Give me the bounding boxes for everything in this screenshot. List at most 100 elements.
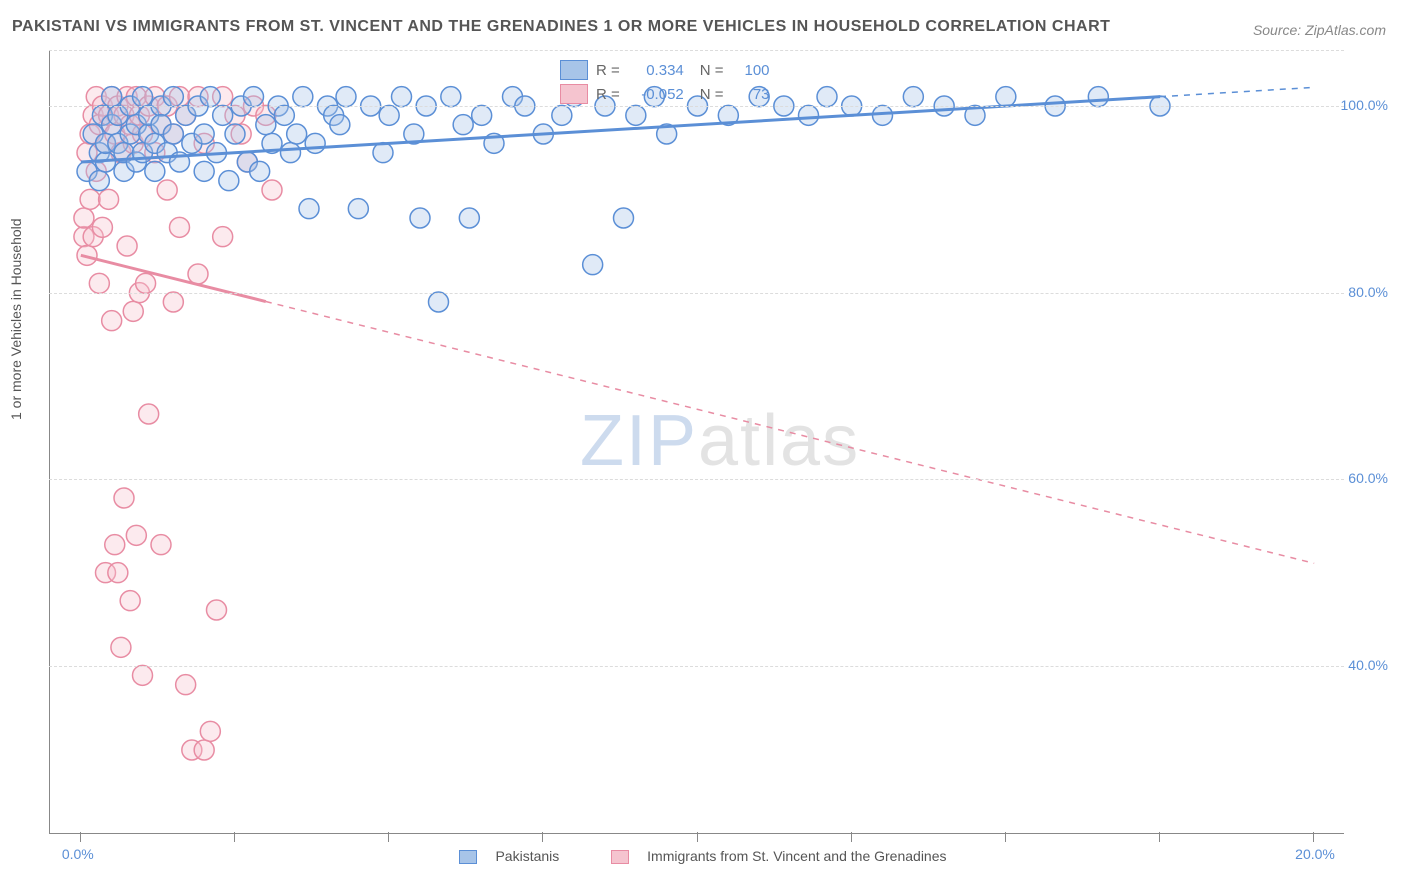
data-point <box>163 87 183 107</box>
data-point <box>225 124 245 144</box>
r-label: R = <box>596 86 620 103</box>
x-tick <box>1005 832 1006 842</box>
data-point <box>120 591 140 611</box>
data-point <box>139 404 159 424</box>
data-point <box>305 133 325 153</box>
data-point <box>108 563 128 583</box>
data-point <box>293 87 313 107</box>
r-label: R = <box>596 62 620 79</box>
trend-line-extrapolated <box>266 302 1314 564</box>
data-point <box>151 535 171 555</box>
data-point <box>626 105 646 125</box>
chart-title: PAKISTANI VS IMMIGRANTS FROM ST. VINCENT… <box>12 18 1110 36</box>
data-point <box>92 217 112 237</box>
data-point <box>583 255 603 275</box>
y-tick-label: 100.0% <box>1341 97 1388 113</box>
data-point <box>552 105 572 125</box>
data-point <box>188 264 208 284</box>
data-point <box>256 115 276 135</box>
data-point <box>429 292 449 312</box>
data-point <box>136 273 156 293</box>
data-point <box>102 311 122 331</box>
data-point <box>392 87 412 107</box>
legend-row-svg: R = -0.052 N = 73 <box>560 82 770 106</box>
data-point <box>614 208 634 228</box>
data-point <box>111 637 131 657</box>
legend-item-pakistanis: Pakistanis <box>447 848 575 864</box>
data-point <box>441 87 461 107</box>
data-point <box>74 208 94 228</box>
data-point <box>163 292 183 312</box>
data-point <box>379 105 399 125</box>
legend-swatch-pakistanis <box>560 60 588 80</box>
gridline <box>49 293 1344 294</box>
data-point <box>299 199 319 219</box>
gridline <box>49 666 1344 667</box>
data-point <box>817 87 837 107</box>
data-point <box>194 740 214 760</box>
data-point <box>123 301 143 321</box>
data-point <box>176 675 196 695</box>
data-point <box>194 161 214 181</box>
x-tick <box>80 832 81 842</box>
data-point <box>459 208 479 228</box>
data-point <box>157 180 177 200</box>
n-label: N = <box>700 62 724 79</box>
data-point <box>287 124 307 144</box>
data-point <box>89 273 109 293</box>
data-point <box>336 87 356 107</box>
correlation-legend: R = 0.334 N = 100 R = -0.052 N = 73 <box>560 58 770 106</box>
data-point <box>170 217 190 237</box>
data-point <box>89 171 109 191</box>
data-point <box>213 227 233 247</box>
r-value-pakistanis: 0.334 <box>624 62 684 79</box>
data-point <box>105 535 125 555</box>
data-point <box>330 115 350 135</box>
data-point <box>348 199 368 219</box>
data-point <box>262 180 282 200</box>
data-point <box>114 488 134 508</box>
data-point <box>207 600 227 620</box>
data-point <box>126 525 146 545</box>
y-tick-label: 80.0% <box>1348 284 1388 300</box>
data-point <box>453 115 473 135</box>
data-point <box>244 87 264 107</box>
data-point <box>996 87 1016 107</box>
source-label: Source: ZipAtlas.com <box>1253 22 1386 38</box>
data-point <box>250 161 270 181</box>
legend-swatch-svg <box>560 84 588 104</box>
x-tick <box>388 832 389 842</box>
x-tick <box>1159 832 1160 842</box>
legend-swatch-icon <box>611 850 629 864</box>
y-axis-label: 1 or more Vehicles in Household <box>8 218 24 420</box>
data-point <box>99 189 119 209</box>
gridline <box>49 50 1344 51</box>
gridline <box>49 106 1344 107</box>
x-tick <box>697 832 698 842</box>
data-point <box>145 161 165 181</box>
x-tick <box>234 832 235 842</box>
legend-swatch-icon <box>459 850 477 864</box>
data-point <box>102 87 122 107</box>
y-tick-label: 40.0% <box>1348 657 1388 673</box>
data-point <box>903 87 923 107</box>
data-point <box>194 124 214 144</box>
n-label: N = <box>700 86 724 103</box>
x-tick <box>542 832 543 842</box>
data-point <box>133 665 153 685</box>
data-point <box>133 87 153 107</box>
data-point <box>163 124 183 144</box>
gridline <box>49 479 1344 480</box>
data-point <box>472 105 492 125</box>
chart-container: PAKISTANI VS IMMIGRANTS FROM ST. VINCENT… <box>0 0 1406 892</box>
x-tick <box>851 832 852 842</box>
data-point <box>219 171 239 191</box>
data-point <box>80 189 100 209</box>
n-value-svg: 73 <box>728 86 770 103</box>
r-value-svg: -0.052 <box>624 86 684 103</box>
legend-label: Pakistanis <box>495 848 559 864</box>
series-legend: Pakistanis Immigrants from St. Vincent a… <box>0 848 1406 864</box>
legend-row-pakistanis: R = 0.334 N = 100 <box>560 58 770 82</box>
y-tick-label: 60.0% <box>1348 470 1388 486</box>
data-point <box>117 236 137 256</box>
